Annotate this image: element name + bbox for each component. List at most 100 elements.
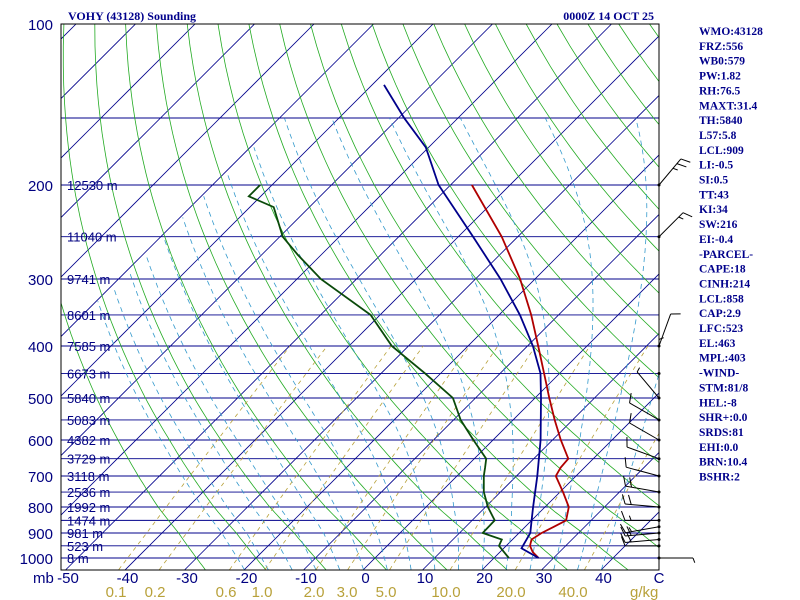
pressure-unit-label: mb <box>33 570 54 587</box>
wind-barb-flag <box>629 393 632 404</box>
temperature-tick-label: -20 <box>236 570 258 587</box>
height-level-label: 2536 m <box>67 485 110 500</box>
wind-barb-flag <box>692 557 696 563</box>
wind-barb-flag <box>636 367 641 373</box>
moist-adiabat-line <box>226 172 412 570</box>
dry-adiabat-line <box>248 24 628 570</box>
pressure-tick-label: 200 <box>28 178 53 195</box>
stability-index: TH:5840 <box>699 115 743 127</box>
wind-barb-flag <box>676 163 687 168</box>
mixing-ratio-line <box>118 345 291 570</box>
wind-barb-flag <box>624 457 627 468</box>
height-level-label: 3118 m <box>67 469 109 484</box>
stability-index: SI:0.5 <box>699 175 728 187</box>
wind-barb-base <box>657 544 661 548</box>
wind-barb-base <box>657 490 661 494</box>
dry-adiabat-line <box>402 24 659 379</box>
height-level-label: 12530 m <box>67 178 118 193</box>
wind-barb-flag <box>620 526 626 537</box>
pressure-tick-label: 500 <box>28 391 53 408</box>
pressure-tick-label: 800 <box>28 500 53 517</box>
stability-index: RH:76.5 <box>699 85 740 97</box>
height-level-label: 8 m <box>67 551 89 566</box>
dry-adiabat-line <box>340 24 659 464</box>
mixing-ratio-tick-label: 20.0 <box>496 584 525 600</box>
height-level-label: 9741 m <box>67 272 110 287</box>
mixing-ratio-unit-label: g/kg <box>630 584 658 600</box>
stability-index: HEL:-8 <box>699 397 737 409</box>
stability-index: WMO:43128 <box>699 26 763 38</box>
profile-lines <box>247 84 570 559</box>
temperature-tick-label: -30 <box>176 570 198 587</box>
wind-barb-flag <box>626 532 632 543</box>
stability-index: MPL:403 <box>699 353 746 365</box>
pressure-tick-label: 300 <box>28 272 53 289</box>
stability-index: LCL:858 <box>699 293 744 305</box>
chart-date: 0000Z 14 OCT 25 <box>563 9 654 23</box>
height-level-label: 11040 m <box>67 230 117 245</box>
mixing-ratio-line <box>229 345 392 570</box>
wind-barb-flag <box>628 527 632 532</box>
isotherm-line <box>61 24 137 100</box>
isotherm-line <box>61 24 315 278</box>
isotherm-line <box>124 35 659 570</box>
moist-adiabat-line <box>601 372 659 570</box>
wind-barb-base <box>657 525 661 529</box>
temperature-tick-label: C <box>654 570 665 587</box>
isotherm-line <box>184 94 659 570</box>
temperature-tick-label: 10 <box>417 570 434 587</box>
stability-index: EI:-0.4 <box>699 234 733 246</box>
moist-adiabat-line <box>182 217 364 570</box>
mixing-ratio-tick-label: 0.6 <box>216 584 237 600</box>
wind-barb-flag <box>629 413 632 424</box>
wind-barb-flag <box>672 167 678 171</box>
wind-barb <box>629 402 660 421</box>
isotherm-line <box>61 24 256 219</box>
mixing-ratio-line <box>347 345 499 570</box>
wind-barb-base <box>657 538 661 542</box>
moist-adiabat-line <box>253 147 436 570</box>
stability-index: TT:43 <box>699 189 729 201</box>
mixing-ratio-line <box>315 345 470 570</box>
mixing-ratio-tick-label: 0.1 <box>106 584 127 600</box>
stability-index: LCL:909 <box>699 145 744 157</box>
wind-barb-base <box>657 474 661 478</box>
wind-barb-flag <box>626 526 632 536</box>
mixing-ratio-tick-label: 5.0 <box>376 584 397 600</box>
stability-index: EHI:0.0 <box>699 442 739 454</box>
stability-index: FRZ:556 <box>699 41 743 53</box>
stability-index: LFC:523 <box>699 323 743 335</box>
mixing-ratio-tick-label: 0.2 <box>145 584 166 600</box>
stability-index: LI:-0.5 <box>699 160 733 172</box>
stability-index: CAP:2.9 <box>699 308 741 320</box>
moist-adiabat-line <box>203 196 388 570</box>
height-level-label: 1992 m <box>67 500 110 515</box>
dry-adiabat-line <box>156 24 447 570</box>
stability-index: KI:34 <box>699 204 728 216</box>
dry-adiabat-line <box>61 301 206 570</box>
dry-adiabat-line <box>125 24 387 570</box>
isotherm-line <box>362 273 659 570</box>
stability-index: CINH:214 <box>699 278 750 290</box>
dry-adiabat-line <box>62 24 266 570</box>
wind-barb-base <box>657 505 661 509</box>
mixing-ratio-line <box>264 345 424 570</box>
pressure-tick-label: 900 <box>28 526 53 543</box>
dry-adiabat-line <box>310 24 659 507</box>
height-level-label: 7585 m <box>67 339 110 354</box>
wind-barb-flag <box>620 536 626 547</box>
isotherm-line <box>61 24 434 397</box>
stability-index: WB0:579 <box>699 56 745 68</box>
stability-index: PW:1.82 <box>699 71 741 83</box>
height-level-label: 981 m <box>67 526 103 541</box>
height-level-label: 523 m <box>67 539 103 554</box>
height-level-label: 5083 m <box>67 413 110 428</box>
wind-barb-base <box>657 235 661 239</box>
wind-barb <box>626 466 660 477</box>
height-level-label: 4382 m <box>67 433 110 448</box>
wind-barb-flag <box>678 216 684 220</box>
dry-adiabat-line <box>464 24 659 294</box>
mixing-ratio-tick-label: 10.0 <box>431 584 460 600</box>
